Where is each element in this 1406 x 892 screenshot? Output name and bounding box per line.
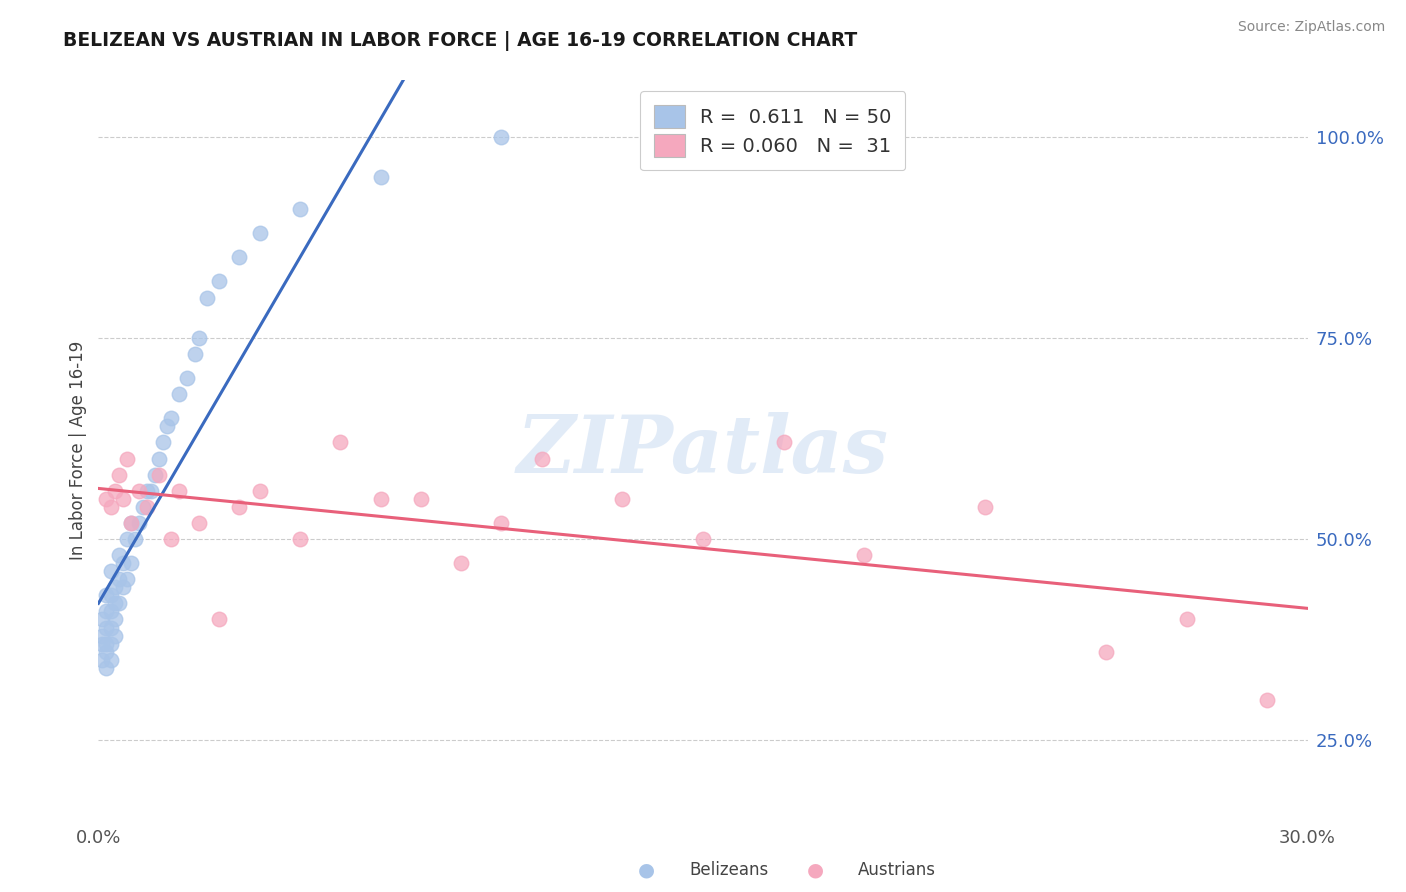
Point <box>103 612 125 626</box>
Point <box>249 226 271 240</box>
Point <box>491 129 513 144</box>
Point <box>96 491 118 506</box>
Text: Source: ZipAtlas.com: Source: ZipAtlas.com <box>1237 20 1385 34</box>
Point <box>100 564 122 578</box>
Point <box>228 250 250 264</box>
Text: Austrians: Austrians <box>858 861 935 879</box>
Point <box>120 516 142 530</box>
Text: ●: ● <box>638 860 655 880</box>
Y-axis label: In Labor Force | Age 16-19: In Labor Force | Age 16-19 <box>69 341 87 560</box>
Point <box>124 532 146 546</box>
Point <box>152 435 174 450</box>
Point <box>1256 693 1278 707</box>
Point <box>91 628 114 642</box>
Point <box>100 653 122 667</box>
Point <box>96 637 118 651</box>
Point <box>160 532 183 546</box>
Point <box>103 483 125 498</box>
Point <box>111 491 134 506</box>
Point <box>612 491 634 506</box>
Point <box>135 500 157 514</box>
Point <box>176 371 198 385</box>
Point <box>115 532 138 546</box>
Text: Belizeans: Belizeans <box>689 861 768 879</box>
Point <box>91 653 114 667</box>
Point <box>156 419 179 434</box>
Point <box>107 572 129 586</box>
Point <box>208 275 231 289</box>
Point <box>184 347 207 361</box>
Point <box>208 612 231 626</box>
Point <box>96 588 118 602</box>
Text: BELIZEAN VS AUSTRIAN IN LABOR FORCE | AGE 16-19 CORRELATION CHART: BELIZEAN VS AUSTRIAN IN LABOR FORCE | AG… <box>63 31 858 51</box>
Point <box>530 451 553 466</box>
Point <box>167 387 190 401</box>
Point <box>692 532 714 546</box>
Point <box>450 556 472 570</box>
Point <box>249 483 271 498</box>
Point <box>115 572 138 586</box>
Point <box>128 483 150 498</box>
Point <box>772 435 794 450</box>
Point <box>853 548 876 562</box>
Point <box>135 483 157 498</box>
Point <box>148 467 170 482</box>
Point <box>120 516 142 530</box>
Point <box>288 202 311 216</box>
Point <box>370 169 392 184</box>
Legend: R =  0.611   N = 50, R = 0.060   N =  31: R = 0.611 N = 50, R = 0.060 N = 31 <box>640 92 905 170</box>
Point <box>103 580 125 594</box>
Point <box>370 491 392 506</box>
Point <box>409 491 432 506</box>
Point <box>143 467 166 482</box>
Point <box>100 588 122 602</box>
Point <box>111 580 134 594</box>
Point <box>288 532 311 546</box>
Point <box>167 483 190 498</box>
Point <box>100 637 122 651</box>
Point <box>96 661 118 675</box>
Point <box>100 620 122 634</box>
Point <box>107 467 129 482</box>
Point <box>128 516 150 530</box>
Point <box>91 637 114 651</box>
Point <box>96 604 118 618</box>
Point <box>100 604 122 618</box>
Point <box>120 556 142 570</box>
Point <box>132 500 155 514</box>
Text: ●: ● <box>807 860 824 880</box>
Point <box>491 516 513 530</box>
Point <box>100 500 122 514</box>
Point <box>96 620 118 634</box>
Point <box>228 500 250 514</box>
Point <box>107 596 129 610</box>
Point <box>160 411 183 425</box>
Point <box>974 500 997 514</box>
Point <box>195 291 218 305</box>
Point <box>329 435 352 450</box>
Point <box>111 556 134 570</box>
Point <box>188 516 211 530</box>
Point <box>139 483 162 498</box>
Text: ZIPatlas: ZIPatlas <box>517 412 889 489</box>
Point <box>148 451 170 466</box>
Point <box>103 628 125 642</box>
Point <box>115 451 138 466</box>
Point <box>1175 612 1198 626</box>
Point <box>188 331 211 345</box>
Point <box>107 548 129 562</box>
Point <box>96 645 118 659</box>
Point <box>103 596 125 610</box>
Point <box>1095 645 1118 659</box>
Point <box>91 612 114 626</box>
